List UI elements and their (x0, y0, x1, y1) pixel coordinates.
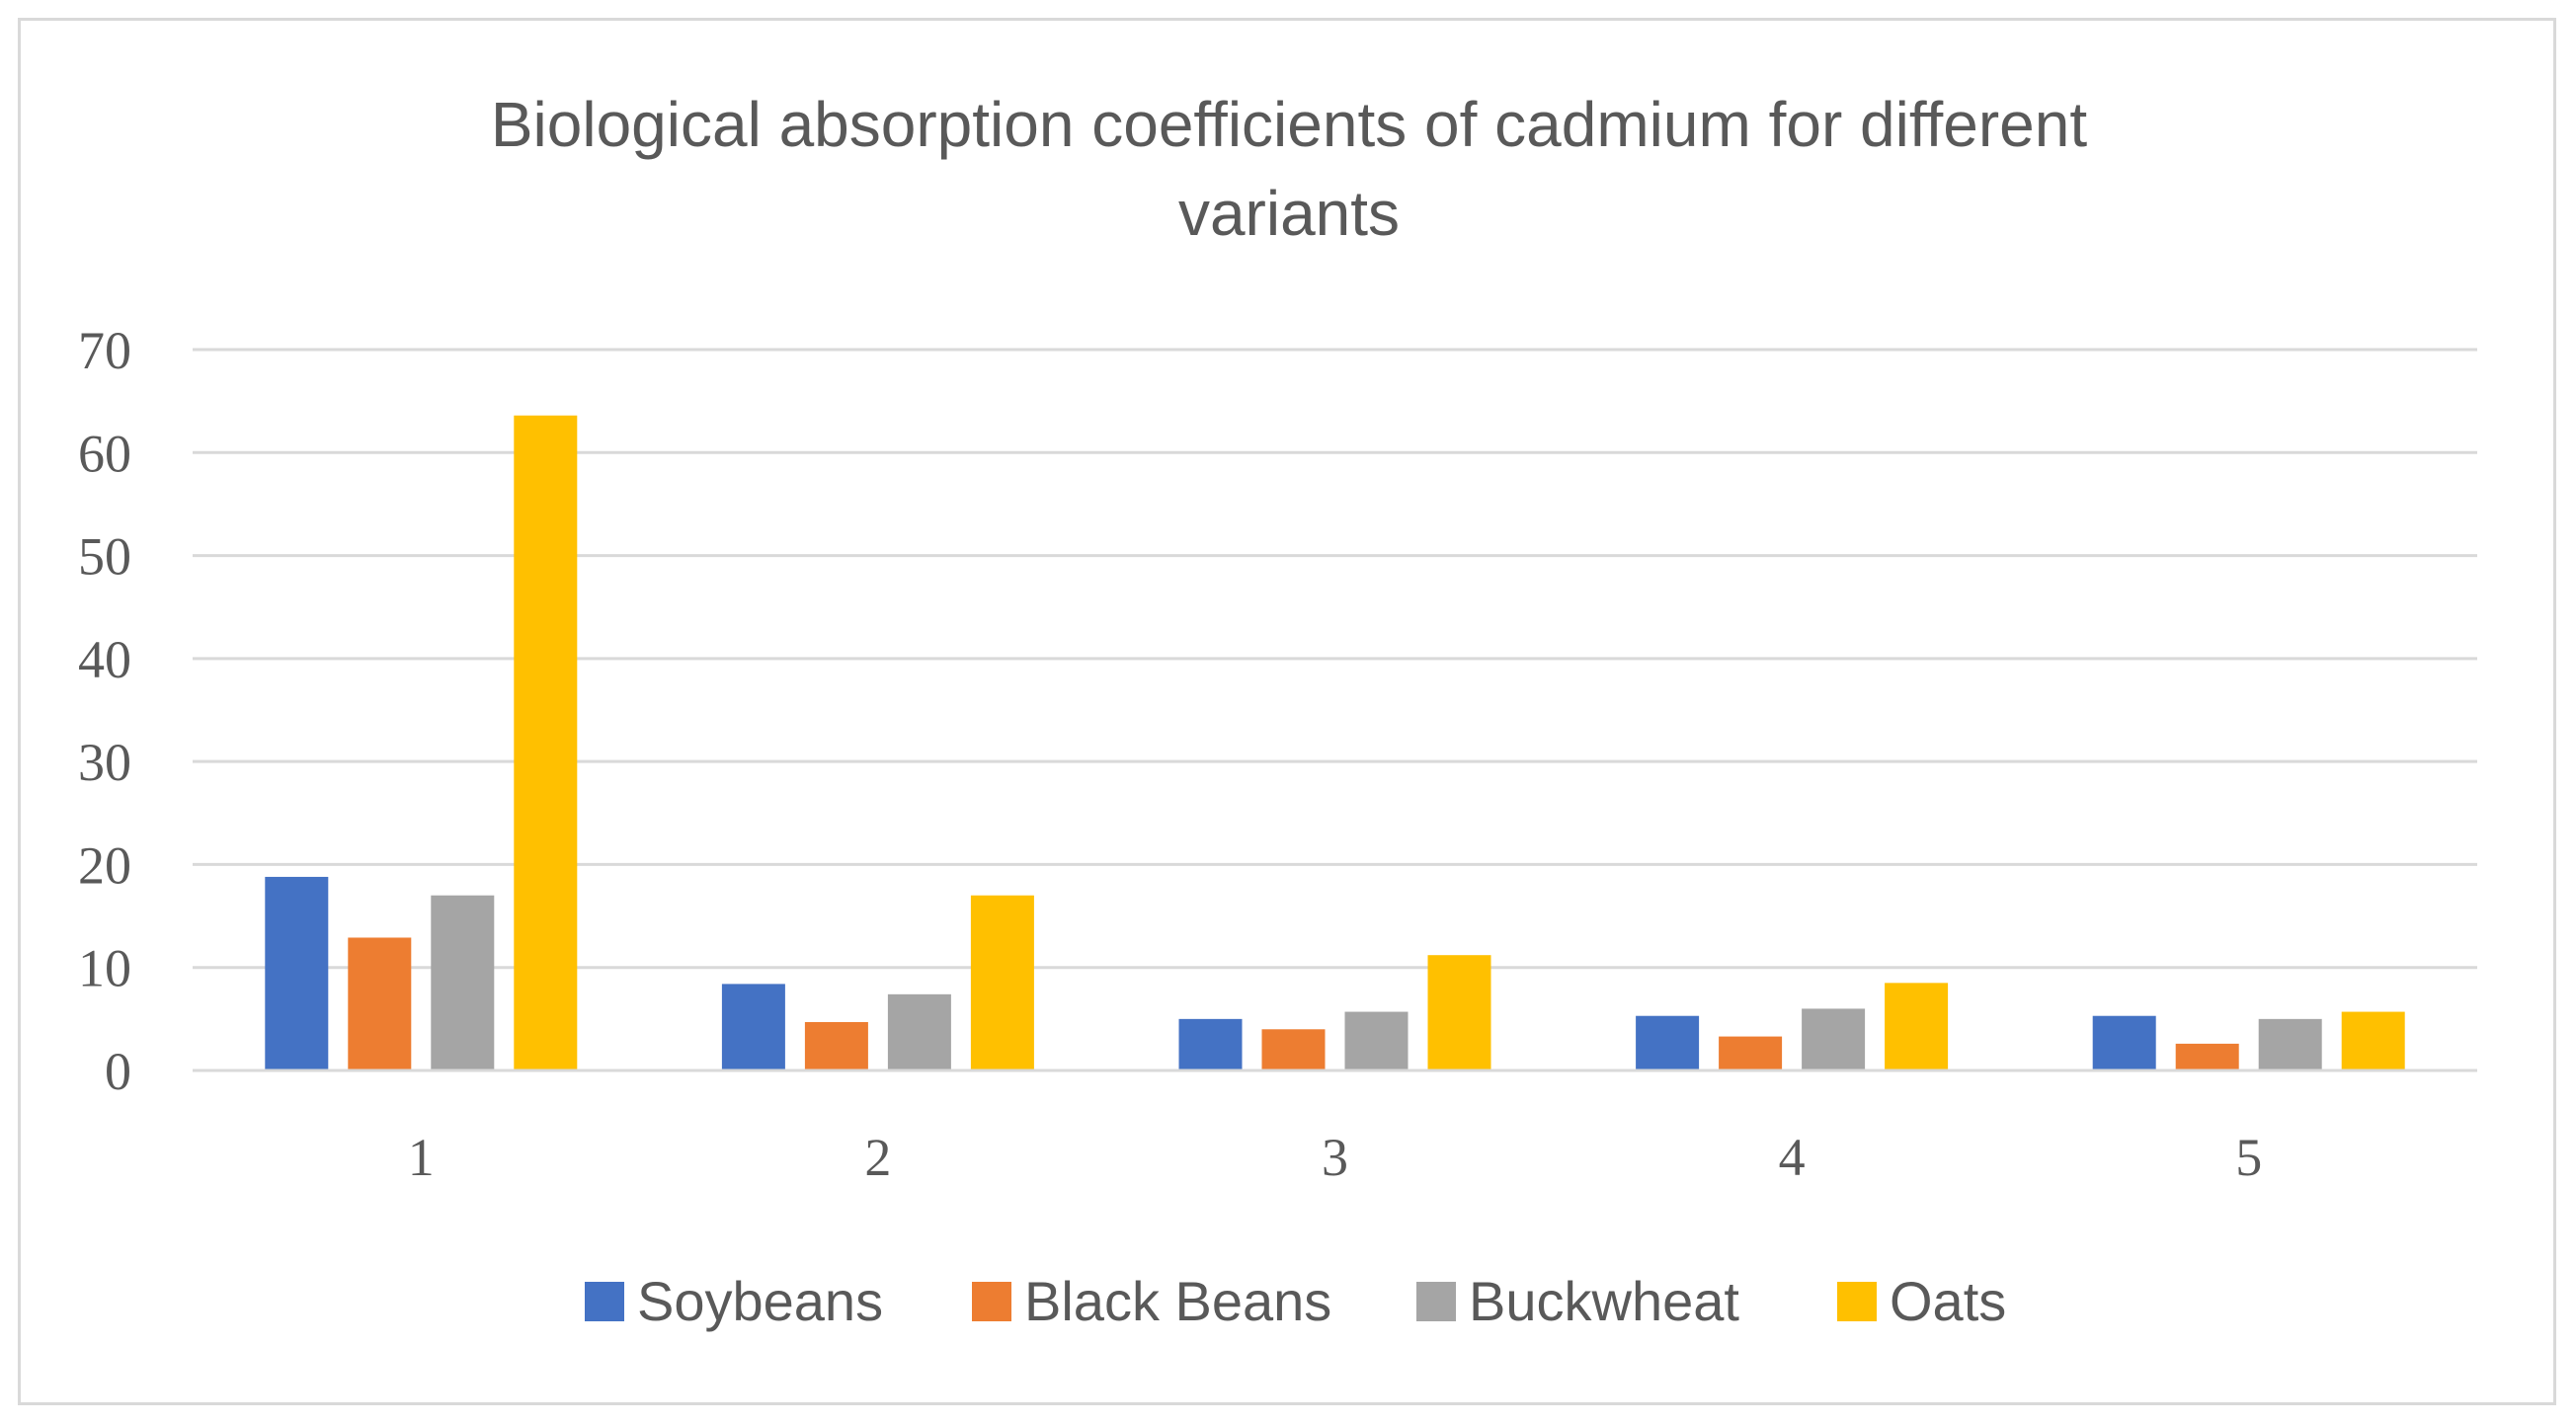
legend-label-black-beans: Black Beans (1024, 1270, 1331, 1332)
chart-title-line-2: variants (1178, 178, 1400, 249)
legend-label-soybeans: Soybeans (637, 1270, 883, 1332)
bar-oats-5 (2341, 1011, 2405, 1070)
y-tick-label: 10 (78, 939, 131, 998)
bars (265, 415, 2405, 1070)
bar-soybeans-5 (2092, 1015, 2156, 1070)
bar-soybeans-2 (721, 984, 785, 1070)
y-tick-label: 40 (78, 630, 131, 689)
bar-buckwheat-3 (1344, 1011, 1409, 1070)
bar-black-beans-5 (2175, 1043, 2239, 1070)
x-tick-label: 4 (1779, 1128, 1806, 1187)
y-axis-ticks: 0 10 20 30 40 50 60 70 (78, 321, 131, 1101)
y-tick-label: 20 (78, 835, 131, 895)
bar-buckwheat-4 (1802, 1008, 1866, 1070)
legend-swatch-soybeans (585, 1282, 624, 1321)
legend-swatch-buckwheat (1416, 1282, 1456, 1321)
bar-oats-4 (1885, 983, 1949, 1070)
y-tick-label: 0 (105, 1042, 131, 1101)
legend: Soybeans Black Beans Buckwheat Oats (585, 1270, 2006, 1332)
x-tick-label: 3 (1322, 1128, 1348, 1187)
x-tick-label: 1 (408, 1128, 435, 1187)
x-tick-label: 5 (2235, 1128, 2262, 1187)
chart-title-line-1: Biological absorption coefficients of ca… (491, 89, 2088, 160)
bar-black-beans-1 (348, 937, 412, 1070)
legend-swatch-black-beans (972, 1282, 1011, 1321)
x-axis-ticks: 1 2 3 4 5 (408, 1128, 2262, 1187)
bar-black-beans-2 (804, 1021, 868, 1070)
bar-buckwheat-1 (431, 895, 495, 1070)
y-tick-label: 60 (78, 424, 131, 483)
y-tick-label: 70 (78, 321, 131, 380)
bar-buckwheat-2 (887, 993, 951, 1070)
y-tick-label: 30 (78, 733, 131, 792)
bar-soybeans-4 (1636, 1015, 1700, 1070)
chart-frame (18, 18, 2556, 1405)
x-tick-label: 2 (864, 1128, 891, 1187)
bar-buckwheat-5 (2258, 1018, 2322, 1070)
chart-title: Biological absorption coefficients of ca… (491, 89, 2088, 249)
bar-soybeans-1 (265, 876, 329, 1070)
bar-oats-2 (970, 895, 1034, 1070)
bar-black-beans-3 (1261, 1029, 1326, 1070)
bar-black-beans-4 (1719, 1036, 1783, 1070)
bar-oats-1 (514, 415, 578, 1070)
legend-label-buckwheat: Buckwheat (1469, 1270, 1739, 1332)
bar-soybeans-3 (1178, 1018, 1243, 1070)
legend-label-oats: Oats (1890, 1270, 2006, 1332)
bar-oats-3 (1427, 955, 1491, 1070)
legend-swatch-oats (1837, 1282, 1877, 1321)
y-tick-label: 50 (78, 527, 131, 587)
